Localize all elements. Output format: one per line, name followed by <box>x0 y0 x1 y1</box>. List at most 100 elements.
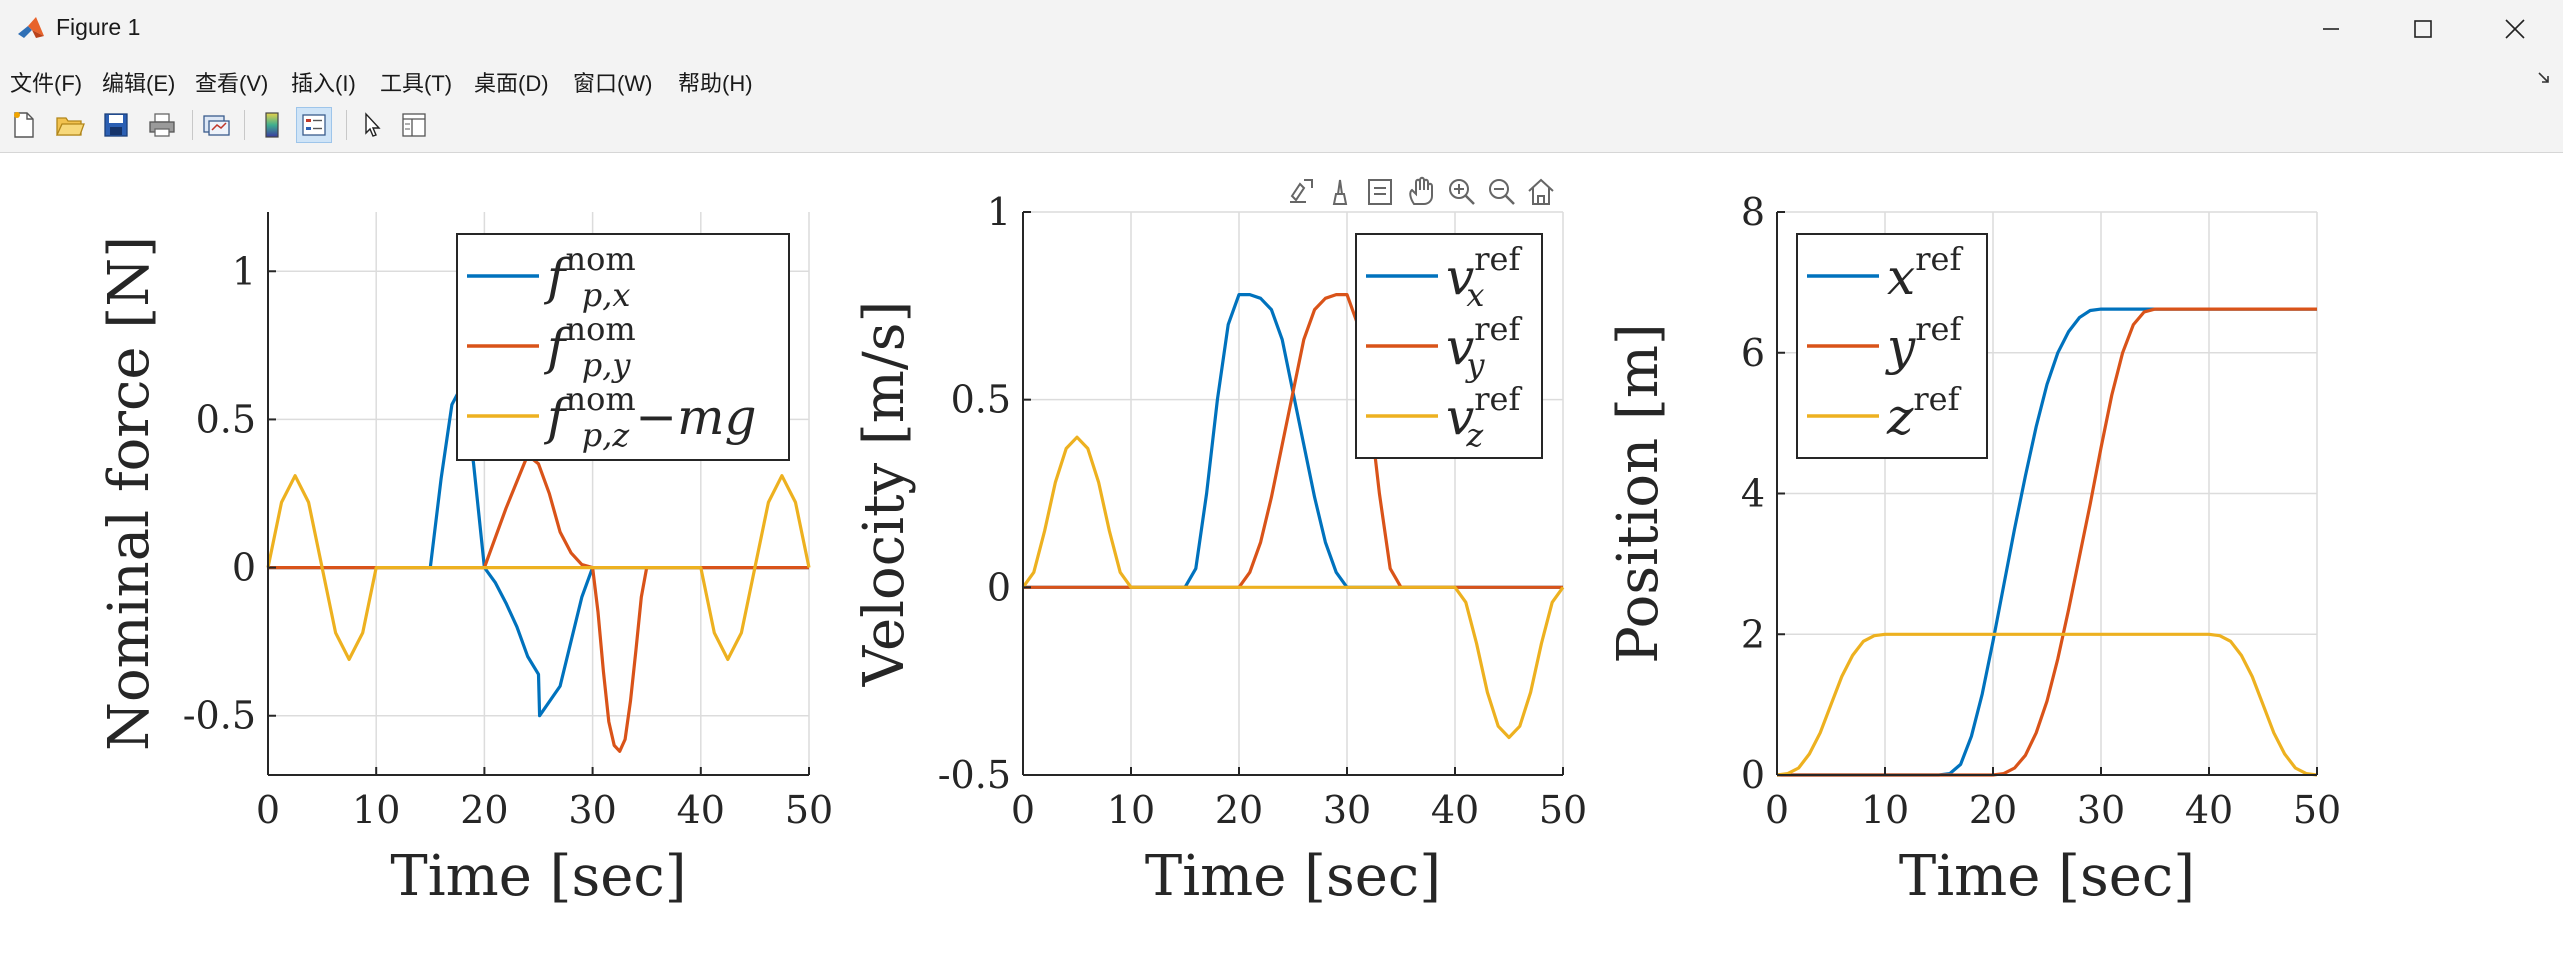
zoom-out-icon[interactable] <box>1489 179 1515 205</box>
link-plot-button[interactable] <box>198 107 234 143</box>
menu-edit[interactable]: 编辑(E) <box>102 71 176 96</box>
menu-tools[interactable]: 工具(T) <box>380 71 453 96</box>
legend-icon <box>302 114 326 136</box>
property-inspector-icon <box>402 113 426 137</box>
legend-label: yref <box>1885 310 1963 376</box>
figure-toolbar <box>0 100 2563 153</box>
x-tick-label: 40 <box>677 788 725 832</box>
maximize-icon <box>2414 20 2432 38</box>
y-axis-label: Nominal force [N] <box>97 236 162 751</box>
new-figure-icon <box>14 112 34 138</box>
x-tick-label: 30 <box>2077 788 2125 832</box>
colorbar-icon <box>265 112 279 138</box>
series-line-3[interactable] <box>1776 632 2318 777</box>
window-title: Figure 1 <box>56 14 141 40</box>
dock-arrow-icon[interactable] <box>2536 70 2552 86</box>
series-line-3[interactable] <box>266 474 811 662</box>
y-tick-label: 0 <box>987 565 1011 609</box>
home-icon[interactable] <box>1528 178 1554 205</box>
menu-window[interactable]: 窗口(W) <box>573 71 653 96</box>
close-button[interactable] <box>2469 0 2561 58</box>
x-tick-label: 10 <box>352 788 400 832</box>
x-tick-label: 0 <box>256 788 280 832</box>
series-line-2[interactable] <box>1777 307 2317 777</box>
y-tick-label: 1 <box>987 190 1011 234</box>
pan-icon[interactable] <box>1409 176 1433 205</box>
brush-icon[interactable] <box>1332 179 1348 205</box>
menu-help[interactable]: 帮助(H) <box>678 71 753 96</box>
y-tick-label: 0 <box>1741 753 1765 797</box>
legend-label: zref <box>1886 380 1962 446</box>
matlab-logo-icon <box>18 17 44 38</box>
x-tick-label: 30 <box>568 788 616 832</box>
y-tick-label: 2 <box>1741 612 1765 656</box>
x-tick-label: 0 <box>1011 788 1035 832</box>
x-tick-label: 30 <box>1323 788 1371 832</box>
save-button[interactable] <box>98 107 134 143</box>
legend-label: vref z <box>1446 380 1522 454</box>
x-tick-label: 10 <box>1107 788 1155 832</box>
menu-view[interactable]: 查看(V) <box>195 71 269 96</box>
x-tick-label: 10 <box>1861 788 1909 832</box>
maximize-button[interactable] <box>2377 0 2469 58</box>
x-tick-label: 20 <box>1215 788 1263 832</box>
property-inspector-button[interactable] <box>396 107 432 143</box>
x-tick-label: 0 <box>1765 788 1789 832</box>
toolbar-separator <box>192 110 193 140</box>
x-tick-label: 50 <box>785 788 833 832</box>
menu-insert[interactable]: 插入(I) <box>291 71 356 96</box>
legend-label: xref <box>1887 240 1963 306</box>
chart-1[interactable]: 0 10 20 30 40 50 -0.5 0 0.5 1 Time [sec] Nominal fo… <box>97 212 833 909</box>
y-tick-label: -0.5 <box>938 753 1011 797</box>
x-tick-label: 50 <box>1539 788 1587 832</box>
data-tips-icon[interactable] <box>1368 179 1392 205</box>
y-tick-label: 6 <box>1741 331 1765 375</box>
x-tick-label: 50 <box>2293 788 2341 832</box>
series-line-1[interactable] <box>1777 307 2317 777</box>
legend-label: fnom p,x <box>543 240 636 314</box>
x-tick-label: 40 <box>1431 788 1479 832</box>
x-tick-label: 40 <box>2185 788 2233 832</box>
legend-label: vref x <box>1446 240 1522 314</box>
close-icon <box>2505 19 2525 39</box>
y-tick-label: 1 <box>232 249 256 293</box>
chart-3[interactable]: 0 10 20 30 40 50 0 2 4 6 8 Time [sec] Position [m] xr… <box>1606 190 2341 909</box>
open-file-icon <box>55 117 85 136</box>
menu-desktop[interactable]: 桌面(D) <box>474 71 549 96</box>
minimize-button[interactable] <box>2285 0 2377 58</box>
x-axis-label: Time [sec] <box>390 844 686 909</box>
export-icon[interactable] <box>1290 179 1313 203</box>
legend-label: fnom p,z −mg <box>543 380 757 454</box>
toolbar-separator <box>244 110 245 140</box>
series-line-3[interactable] <box>1021 435 1565 740</box>
series-line-1[interactable] <box>268 382 809 718</box>
y-tick-label: 4 <box>1741 472 1765 516</box>
new-figure-button[interactable] <box>6 107 42 143</box>
edit-plot-button[interactable] <box>354 107 390 143</box>
legend-button[interactable] <box>296 107 332 143</box>
link-plot-icon <box>203 115 230 136</box>
x-axis-label: Time [sec] <box>1145 844 1441 909</box>
colorbar-button[interactable] <box>254 107 290 143</box>
print-button[interactable] <box>144 107 180 143</box>
toolbar-separator <box>346 110 347 140</box>
legend-label: fnom p,y <box>543 310 636 384</box>
y-tick-label: -0.5 <box>183 694 256 738</box>
save-icon <box>104 113 128 137</box>
y-axis-label: Velocity [m/s] <box>852 301 917 688</box>
menu-bar: 文件(F) 编辑(E) 查看(V) 插入(I) 工具(T) 桌面(D) 窗口(W… <box>0 58 2563 100</box>
minimize-icon <box>2323 28 2339 30</box>
series-line-2[interactable] <box>1023 293 1563 589</box>
x-tick-label: 20 <box>1969 788 2017 832</box>
zoom-in-icon[interactable] <box>1449 179 1475 205</box>
series-line-1[interactable] <box>1023 293 1563 589</box>
print-icon <box>149 113 175 137</box>
menu-file[interactable]: 文件(F) <box>10 71 83 96</box>
y-tick-label: 0.5 <box>196 397 256 441</box>
open-file-button[interactable] <box>52 107 88 143</box>
